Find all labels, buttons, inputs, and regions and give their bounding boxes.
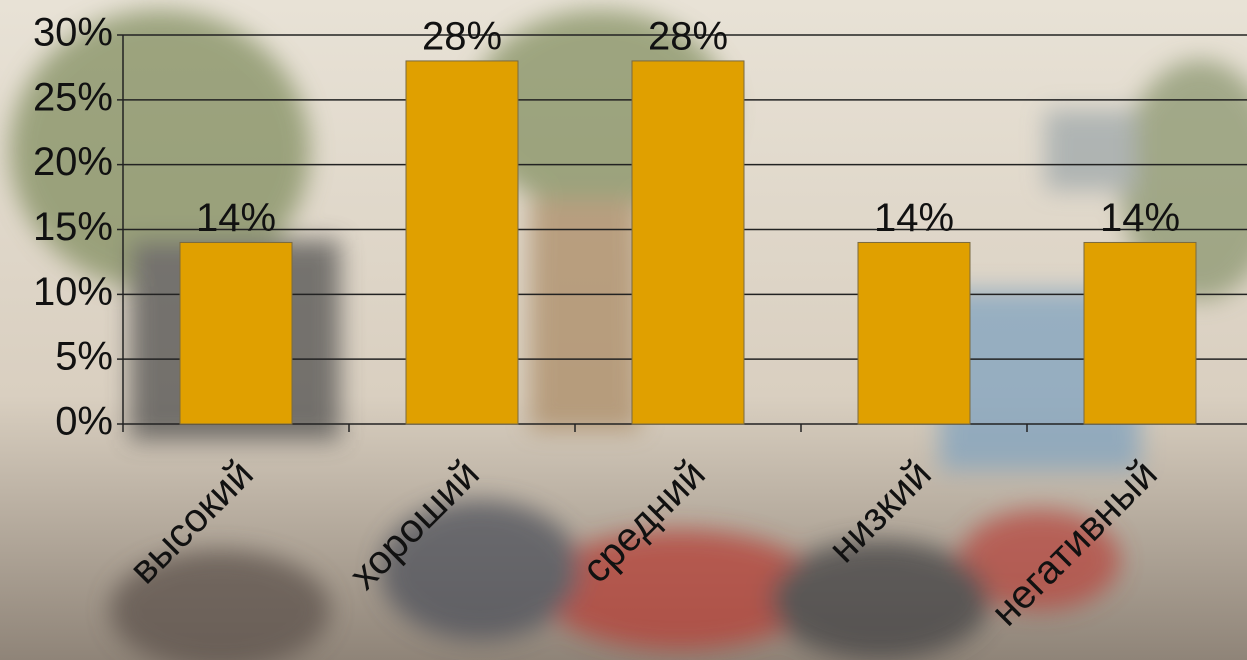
bar (1084, 242, 1196, 424)
y-tick-label: 25% (33, 75, 113, 119)
bar (632, 61, 744, 424)
y-tick-label: 10% (33, 270, 113, 314)
value-label: 28% (422, 14, 502, 58)
y-tick-label: 5% (55, 335, 113, 379)
value-label: 14% (874, 196, 954, 240)
page: {"chart_data": {"type": "bar", "categori… (0, 0, 1247, 660)
y-tick-label: 0% (55, 400, 113, 444)
value-label: 28% (648, 14, 728, 58)
y-tick-label: 30% (33, 11, 113, 55)
chart: 0%5%10%15%20%25%30%14%высокий28%хороший2… (0, 0, 1247, 660)
value-label: 14% (196, 196, 276, 240)
bar (406, 61, 518, 424)
y-tick-label: 15% (33, 205, 113, 249)
y-tick-label: 20% (33, 140, 113, 184)
bar (180, 242, 292, 424)
bar (858, 242, 970, 424)
value-label: 14% (1100, 196, 1180, 240)
